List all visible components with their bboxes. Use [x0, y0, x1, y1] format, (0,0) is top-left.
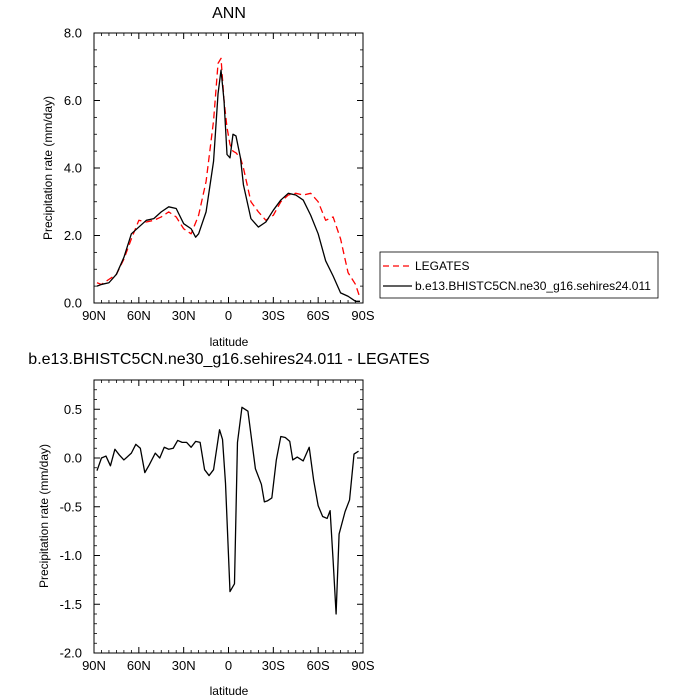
top-y-tick-label: 8.0 [64, 26, 82, 41]
top-x-tick-label: 90N [82, 308, 106, 323]
bottom-x-tick-label: 90N [82, 658, 106, 673]
top-series-line-0 [96, 57, 361, 299]
top-y-axis-label: Precipitation rate (mm/day) [41, 96, 55, 240]
bottom-y-tick-label: -1.0 [60, 548, 82, 563]
bottom-chart-title: b.e13.BHISTC5CN.ne30_g16.sehires24.011 -… [28, 351, 429, 368]
top-chart-title: ANN [212, 5, 246, 22]
top-x-tick-label: 0 [225, 308, 232, 323]
top-x-axis-label: latitude [210, 335, 249, 349]
top-y-tick-label: 4.0 [64, 161, 82, 176]
top-plot-frame [93, 32, 364, 304]
bottom-y-tick-label: 0.0 [64, 451, 82, 466]
legend-box [379, 251, 659, 299]
bottom-series-line-0 [96, 406, 359, 615]
bottom-x-tick-label: 90S [351, 658, 374, 673]
bottom-y-axis-label: Precipitation rate (mm/day) [37, 444, 51, 588]
bottom-y-tick-label: -0.5 [60, 499, 82, 514]
bottom-x-tick-label: 0 [225, 658, 232, 673]
legend: LEGATES b.e13.BHISTC5CN.ne30_g16.sehires… [379, 251, 659, 299]
top-y-tick-label: 2.0 [64, 228, 82, 243]
top-series-line-1 [96, 69, 361, 302]
bottom-y-tick-label: -2.0 [60, 646, 82, 661]
top-y-tick-label: 0.0 [64, 296, 82, 311]
bottom-x-tick-label: 30N [172, 658, 196, 673]
bottom-y-tick-label: -1.5 [60, 597, 82, 612]
top-y-tick-label: 6.0 [64, 93, 82, 108]
legend-label-model: b.e13.BHISTC5CN.ne30_g16.sehires24.011 [415, 279, 651, 293]
top-x-tick-label: 30N [172, 308, 196, 323]
top-panel: ANN 90N 60N 30N 0 30S 60S 90S 0.0 2.0 4.0 6.0 8.0 l… [41, 5, 375, 349]
bottom-panel: b.e13.BHISTC5CN.ne30_g16.sehires24.011 -… [28, 351, 429, 698]
bottom-y-tick-label: 0.5 [64, 402, 82, 417]
top-x-tick-label: 60S [307, 308, 330, 323]
top-x-tick-label: 90S [351, 308, 374, 323]
bottom-x-tick-label: 60N [127, 658, 151, 673]
bottom-x-tick-label: 30S [262, 658, 285, 673]
bottom-x-tick-label: 60S [307, 658, 330, 673]
top-x-tick-label: 60N [127, 308, 151, 323]
bottom-x-axis-label: latitude [210, 684, 249, 698]
top-x-tick-label: 30S [262, 308, 285, 323]
legend-label-legates: LEGATES [415, 259, 469, 273]
